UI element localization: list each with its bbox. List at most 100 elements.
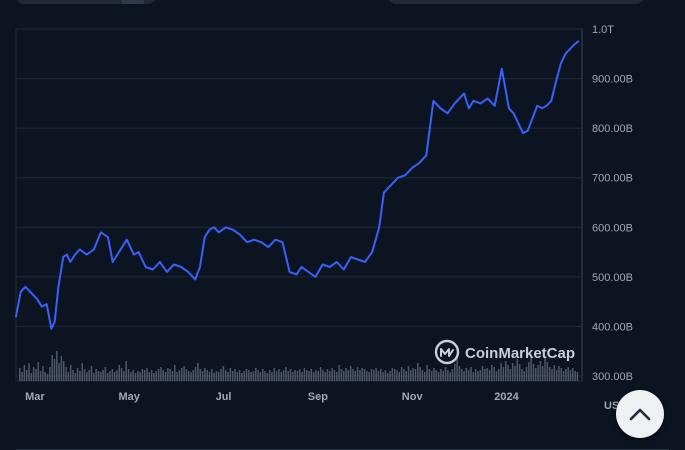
volume-layer <box>19 351 579 381</box>
volume-bar <box>555 370 558 381</box>
volume-bar <box>21 372 23 381</box>
volume-bar <box>271 372 273 381</box>
volume-bar <box>255 368 257 381</box>
volume-bar <box>447 370 449 381</box>
volume-bar <box>236 372 239 381</box>
volume-bar <box>319 367 322 381</box>
volume-bar <box>139 372 141 381</box>
volume-bar <box>51 355 53 381</box>
volume-bar <box>518 364 521 381</box>
volume-bar <box>56 351 58 381</box>
x-tick-label: Sep <box>308 391 328 403</box>
volume-bar <box>245 369 248 381</box>
y-tick-label: 300.00B <box>592 371 633 383</box>
volume-bar <box>504 361 507 381</box>
volume-bar <box>484 369 486 381</box>
volume-bar <box>498 369 500 381</box>
volume-bar <box>419 367 421 381</box>
scroll-to-top-button[interactable] <box>616 390 664 438</box>
volume-bar <box>211 369 213 381</box>
volume-bar <box>259 372 262 381</box>
volume-bar <box>479 370 482 381</box>
volume-bar <box>423 372 426 381</box>
volume-bar <box>460 369 463 381</box>
volume-bar <box>134 373 137 381</box>
volume-bar <box>62 361 65 381</box>
top-control-right[interactable] <box>388 0 644 4</box>
volume-bar <box>148 372 151 381</box>
volume-bar <box>470 367 472 381</box>
volume-bar <box>289 369 292 381</box>
volume-bar <box>516 359 519 381</box>
volume-bar <box>472 372 475 381</box>
volume-bar <box>352 369 354 381</box>
volume-bar <box>333 370 336 381</box>
x-tick-label: Nov <box>402 391 424 403</box>
volume-bar <box>324 372 326 381</box>
volume-bar <box>192 370 195 381</box>
volume-bar <box>67 372 70 381</box>
volume-bar <box>509 369 512 381</box>
volume-bar <box>331 368 333 381</box>
volume-bar <box>548 367 551 381</box>
volume-bar <box>46 374 49 381</box>
volume-bar <box>322 370 324 381</box>
volume-bar <box>474 369 477 381</box>
volume-bar <box>444 367 447 381</box>
volume-bar <box>414 369 417 381</box>
x-tick-label: May <box>118 391 140 403</box>
volume-bar <box>248 370 250 381</box>
volume-bar <box>106 373 109 381</box>
volume-bar <box>403 369 405 381</box>
volume-bar <box>252 371 255 381</box>
volume-bar <box>558 366 560 381</box>
volume-bar <box>336 372 338 381</box>
watermark: CoinMarketCap <box>434 339 575 365</box>
volume-bar <box>42 366 44 381</box>
volume-bar <box>243 371 245 381</box>
volume-bar <box>296 371 299 381</box>
volume-bar <box>287 371 289 381</box>
volume-bar <box>90 366 93 381</box>
volume-bar <box>493 367 495 381</box>
top-control-left[interactable] <box>16 0 156 4</box>
volume-bar <box>481 366 484 381</box>
volume-bar <box>303 368 306 381</box>
volume-bar <box>273 368 276 381</box>
volume-bar <box>95 369 97 381</box>
volume-bar <box>160 367 162 381</box>
volume-bar <box>275 371 278 381</box>
volume-bar <box>301 372 303 381</box>
volume-bar <box>405 371 407 381</box>
volume-bar <box>155 371 158 381</box>
volume-bar <box>69 365 72 381</box>
volume-bar <box>280 372 283 381</box>
volume-bar <box>97 371 100 381</box>
volume-bar <box>400 367 403 381</box>
volume-bar <box>266 373 269 381</box>
volume-bar <box>282 370 285 381</box>
volume-bar <box>491 365 493 381</box>
volume-bar <box>199 369 202 381</box>
grid-layer <box>15 28 583 382</box>
volume-bar <box>234 369 236 381</box>
volume-bar <box>340 369 343 381</box>
volume-bar <box>567 367 569 381</box>
volume-bar <box>76 368 79 381</box>
volume-bar <box>326 369 329 381</box>
volume-bar <box>572 368 574 381</box>
volume-bar <box>227 372 229 381</box>
volume-bar <box>74 373 77 381</box>
x-axis-ticks: Mar May Jul Sep Nov 2024 <box>25 391 520 403</box>
volume-bar <box>231 371 234 381</box>
plot-frame <box>15 28 583 382</box>
volume-bar <box>187 371 190 381</box>
volume-bar <box>356 367 359 381</box>
volume-bar <box>218 372 220 381</box>
volume-bar <box>393 369 396 381</box>
volume-bar <box>116 370 118 381</box>
volume-bar <box>440 369 442 381</box>
price-line-series-0 <box>15 40 580 330</box>
